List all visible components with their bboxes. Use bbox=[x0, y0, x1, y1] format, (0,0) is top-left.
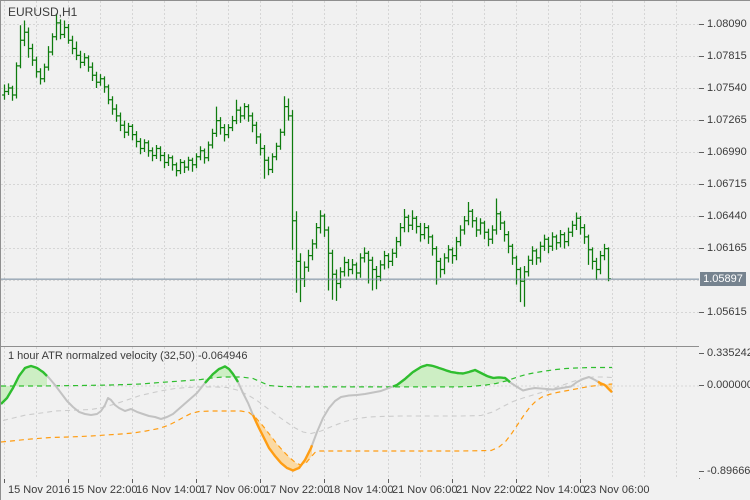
upper-band-line bbox=[1, 366, 612, 388]
time-tick bbox=[196, 479, 197, 483]
ohlc-bars-series bbox=[2, 13, 611, 307]
time-tick-label: 18 Nov 14:00 bbox=[328, 484, 394, 496]
price-chart-canvas[interactable] bbox=[1, 1, 699, 342]
price-tick-label: 1.07540 bbox=[707, 82, 747, 94]
time-axis[interactable]: 15 Nov 2016 15 Nov 22:00 16 Nov 14:00 17 No… bbox=[1, 479, 750, 500]
price-tick bbox=[699, 152, 704, 153]
price-tick-label: 1.08090 bbox=[707, 18, 747, 30]
indicator-tick-label: 0.335242 bbox=[707, 347, 750, 359]
time-tick bbox=[324, 479, 325, 483]
price-tick bbox=[699, 88, 704, 89]
time-tick bbox=[260, 479, 261, 483]
time-tick-label: 16 Nov 14:00 bbox=[136, 484, 202, 496]
time-tick-label: 17 Nov 06:00 bbox=[200, 484, 266, 496]
velocity-line-green-run bbox=[1, 364, 48, 405]
velocity-line-green-run bbox=[392, 363, 511, 388]
time-tick bbox=[516, 479, 517, 483]
indicator-gridlines bbox=[1, 347, 699, 479]
velocity-line-orange-run bbox=[251, 414, 314, 472]
price-tick bbox=[699, 24, 704, 25]
price-tick bbox=[699, 184, 704, 185]
time-tick-label: 21 Nov 06:00 bbox=[392, 484, 458, 496]
indicator-tick bbox=[699, 385, 704, 386]
price-tick-label: 1.06990 bbox=[707, 146, 747, 158]
time-tick bbox=[580, 479, 581, 483]
velocity-line bbox=[1, 363, 613, 472]
price-gridlines bbox=[1, 1, 699, 342]
indicator-pane[interactable]: 1 hour ATR normalzed velocity (32,50) -0… bbox=[1, 346, 700, 480]
price-tick-label: 1.05615 bbox=[707, 306, 747, 318]
symbol-timeframe-label: EURUSD,H1 bbox=[8, 5, 78, 19]
price-tick bbox=[699, 120, 704, 121]
pane-separator[interactable] bbox=[1, 342, 750, 346]
indicator-axis[interactable]: 0.335242 0.000000 -0.896662 bbox=[699, 346, 750, 478]
indicator-label: 1 hour ATR normalzed velocity (32,50) -0… bbox=[8, 350, 248, 362]
price-axis[interactable]: 1.05897 1.08090 1.07815 1.07540 1.07265 1.06… bbox=[699, 1, 750, 342]
time-tick-label: 15 Nov 22:00 bbox=[72, 484, 138, 496]
price-tick-label: 1.06440 bbox=[707, 210, 747, 222]
time-tick-label: 15 Nov 2016 bbox=[8, 484, 71, 496]
velocity-line-green-run bbox=[204, 365, 240, 384]
time-tick bbox=[132, 479, 133, 483]
time-tick bbox=[68, 479, 69, 483]
price-tick bbox=[699, 56, 704, 57]
time-tick-label: 23 Nov 06:00 bbox=[584, 484, 650, 496]
velocity-line-orange-run bbox=[597, 380, 613, 394]
indicator-bands bbox=[1, 366, 613, 466]
price-tick bbox=[699, 312, 704, 313]
price-tick-label: 1.07815 bbox=[707, 50, 747, 62]
price-tick-label: 1.06715 bbox=[707, 178, 747, 190]
indicator-tick-label: 0.000000 bbox=[707, 379, 750, 391]
time-tick bbox=[4, 479, 5, 483]
time-tick-label: 17 Nov 22:00 bbox=[264, 484, 330, 496]
price-tick bbox=[699, 248, 704, 249]
price-tick bbox=[699, 216, 704, 217]
indicator-canvas[interactable] bbox=[1, 347, 699, 479]
time-tick bbox=[452, 479, 453, 483]
indicator-tick bbox=[699, 353, 704, 354]
indicator-tick bbox=[699, 471, 704, 472]
bid-price-badge: 1.05897 bbox=[700, 272, 746, 286]
time-tick-label: 21 Nov 22:00 bbox=[456, 484, 522, 496]
time-tick bbox=[388, 479, 389, 483]
price-tick-label: 1.06165 bbox=[707, 242, 747, 254]
time-tick-label: 22 Nov 14:00 bbox=[520, 484, 586, 496]
indicator-tick-label: -0.896662 bbox=[707, 465, 750, 477]
price-chart-pane[interactable]: EURUSD,H1 bbox=[1, 1, 700, 343]
price-tick-label: 1.07265 bbox=[707, 114, 747, 126]
lower-band-line bbox=[1, 383, 613, 466]
